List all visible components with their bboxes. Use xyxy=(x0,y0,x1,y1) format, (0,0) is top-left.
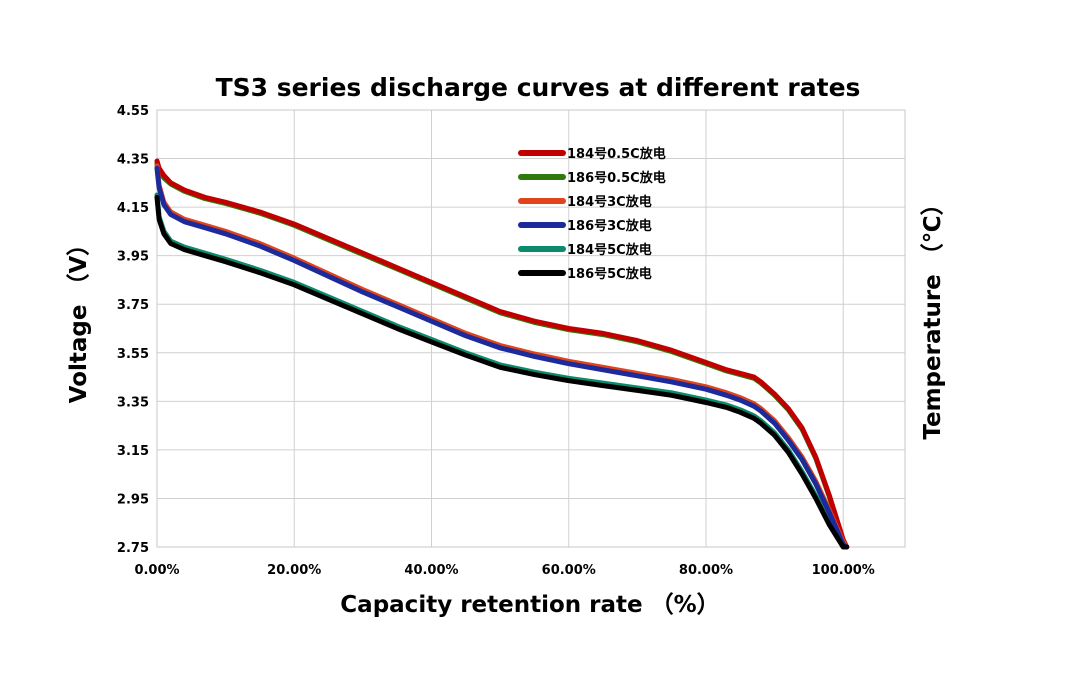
x-tick-label: 100.00% xyxy=(812,563,875,578)
y-tick-label: 3.35 xyxy=(117,395,149,410)
plot-area xyxy=(156,109,906,548)
y-tick-label: 4.15 xyxy=(117,201,149,216)
x-tick-labels: 0.00% 20.00% 40.00% 60.00% 80.00% 100.00% xyxy=(134,563,874,578)
series-line-4 xyxy=(154,165,850,550)
y-tick-label: 4.55 xyxy=(117,104,149,119)
x-axis-title: Capacity retention rate （%） xyxy=(340,591,719,618)
y-tick-label: 3.55 xyxy=(117,347,149,362)
legend-label: 186号3C放电 xyxy=(567,218,652,234)
series-line-6 xyxy=(154,194,850,550)
series-line-3 xyxy=(154,163,850,550)
legend-label: 184号5C放电 xyxy=(567,242,652,258)
legend-label: 186号5C放电 xyxy=(567,266,652,282)
y-tick-label: 4.35 xyxy=(117,153,149,168)
x-tick-label: 0.00% xyxy=(134,563,179,578)
y2-axis-title: Temperature （℃） xyxy=(919,192,946,439)
x-tick-label: 60.00% xyxy=(542,563,596,578)
y-tick-labels: 2.75 2.95 3.15 3.35 3.55 3.75 3.95 4.15 4.35 4.55 xyxy=(117,104,149,556)
y-tick-label: 3.95 xyxy=(117,250,149,265)
series-line-2 xyxy=(154,160,850,550)
series-lines xyxy=(154,158,850,550)
y-axis-title: Voltage （V） xyxy=(65,233,92,404)
legend-label: 184号3C放电 xyxy=(567,194,652,210)
y-tick-label: 3.15 xyxy=(117,444,149,459)
chart-title: TS3 series discharge curves at different… xyxy=(216,73,861,102)
y-tick-label: 3.75 xyxy=(117,298,149,313)
legend-label: 186号0.5C放电 xyxy=(567,170,666,186)
x-tick-label: 40.00% xyxy=(404,563,458,578)
legend-label: 184号0.5C放电 xyxy=(567,146,666,162)
y-tick-label: 2.75 xyxy=(117,541,149,556)
y-tick-label: 2.95 xyxy=(117,492,149,507)
x-tick-label: 20.00% xyxy=(267,563,321,578)
x-tick-label: 80.00% xyxy=(679,563,733,578)
legend: 184号0.5C放电 186号0.5C放电 184号3C放电 186号3C放电 184号… xyxy=(518,146,666,282)
series-line-1 xyxy=(154,158,850,550)
